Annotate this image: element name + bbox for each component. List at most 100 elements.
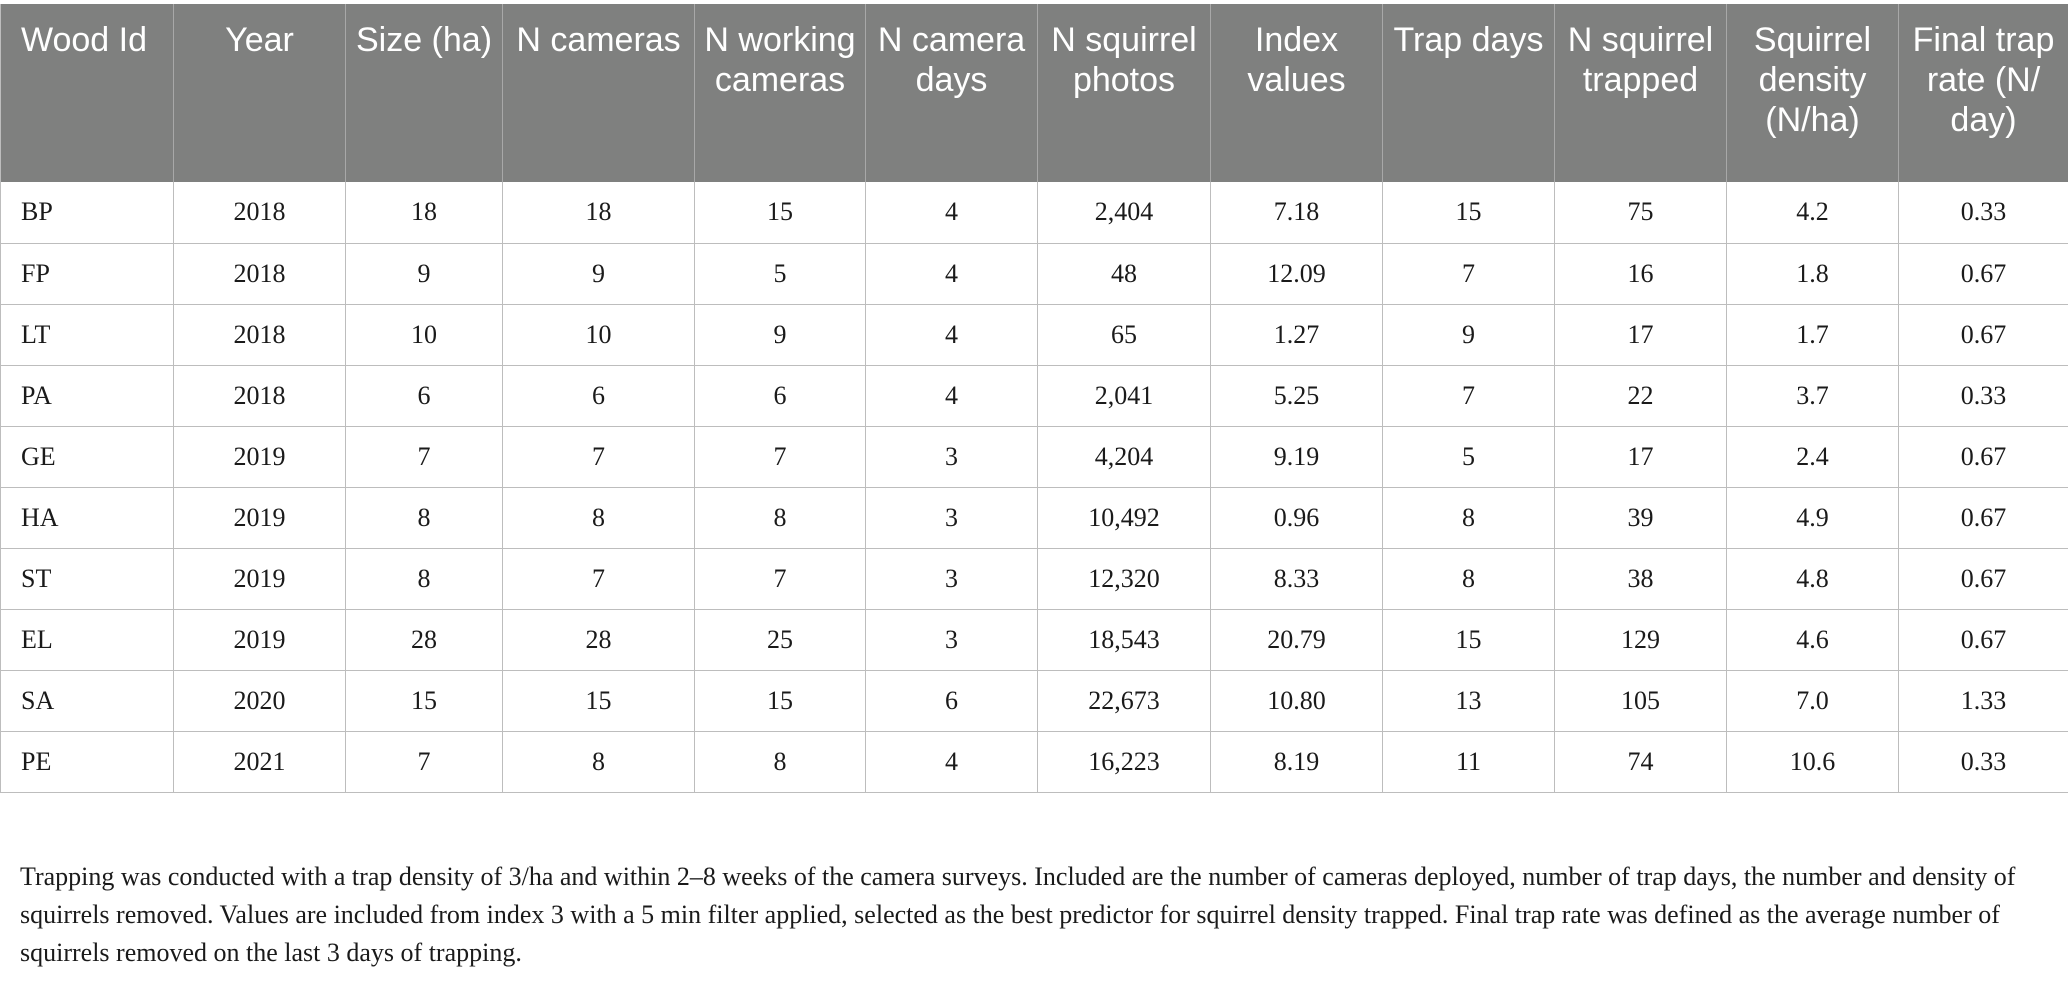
table-cell: 7: [694, 426, 866, 488]
table-cell: PA: [0, 365, 174, 427]
table-cell: 8: [694, 487, 866, 549]
table-cell: 0.33: [1898, 182, 2068, 244]
table-cell: 4.6: [1726, 609, 1899, 671]
column-header: Wood Id: [0, 4, 174, 182]
table-cell: 16: [1554, 243, 1727, 305]
table-footnote: Trapping was conducted with a trap densi…: [20, 862, 2016, 967]
table-cell: 22: [1554, 365, 1727, 427]
table-cell: 38: [1554, 548, 1727, 610]
table-cell: 2019: [173, 548, 346, 610]
table-cell: 7: [345, 426, 503, 488]
table-cell: 2019: [173, 609, 346, 671]
table-cell: ST: [0, 548, 174, 610]
table-cell: 18: [502, 182, 695, 244]
table-cell: 15: [694, 670, 866, 732]
table-cell: 2,041: [1037, 365, 1211, 427]
table-cell: 10,492: [1037, 487, 1211, 549]
table-header-row: Wood Id Year Size (ha) N cameras N working c…: [0, 4, 2068, 182]
table-cell: 6: [694, 365, 866, 427]
table-cell: 17: [1554, 304, 1727, 366]
table-cell: 28: [502, 609, 695, 671]
table-cell: 20.79: [1210, 609, 1383, 671]
table-cell: 4: [865, 304, 1038, 366]
table-cell: 8: [345, 487, 503, 549]
table-cell: 0.96: [1210, 487, 1383, 549]
table-cell: 75: [1554, 182, 1727, 244]
table-cell: 7.18: [1210, 182, 1383, 244]
table-row: PA 2018 6 6 6 4 2,041 5.25 7 22 3.7 0.33: [0, 365, 2068, 427]
table-cell: 17: [1554, 426, 1727, 488]
column-header: Squirrel density (N/ha): [1726, 4, 1899, 182]
table-header: Wood Id Year Size (ha) N cameras N working c…: [0, 4, 2068, 182]
table-cell: 3: [865, 426, 1038, 488]
table-cell: 9.19: [1210, 426, 1383, 488]
table-cell: PE: [0, 731, 174, 793]
table-cell: 2.4: [1726, 426, 1899, 488]
table-cell: 3: [865, 548, 1038, 610]
table-cell: 7: [502, 426, 695, 488]
table-cell: 25: [694, 609, 866, 671]
table-cell: 3: [865, 609, 1038, 671]
table-row: HA 2019 8 8 8 3 10,492 0.96 8 39 4.9 0.67: [0, 487, 2068, 549]
table-cell: 5: [694, 243, 866, 305]
column-header: Size (ha): [345, 4, 503, 182]
table-cell: 2019: [173, 426, 346, 488]
table-cell: 13: [1382, 670, 1555, 732]
table-cell: 1.27: [1210, 304, 1383, 366]
table-cell: 10.80: [1210, 670, 1383, 732]
table-cell: 12.09: [1210, 243, 1383, 305]
table-cell: 11: [1382, 731, 1555, 793]
table-cell: 7: [1382, 365, 1555, 427]
table-cell: 0.33: [1898, 365, 2068, 427]
table-cell: 129: [1554, 609, 1727, 671]
table-cell: 8: [1382, 548, 1555, 610]
table-cell: 7: [1382, 243, 1555, 305]
table-cell: 6: [865, 670, 1038, 732]
table-cell: 8: [502, 731, 695, 793]
table-cell: 8: [502, 487, 695, 549]
table-cell: 7.0: [1726, 670, 1899, 732]
table-cell: LT: [0, 304, 174, 366]
table-cell: 8: [694, 731, 866, 793]
table-row: BP 2018 18 18 15 4 2,404 7.18 15 75 4.2 0.33: [0, 182, 2068, 244]
column-header: N working cameras: [694, 4, 866, 182]
table-cell: 8.19: [1210, 731, 1383, 793]
table-cell: 28: [345, 609, 503, 671]
table-cell: 22,673: [1037, 670, 1211, 732]
table-cell: 8: [345, 548, 503, 610]
table-cell: 15: [1382, 609, 1555, 671]
table-cell: 9: [1382, 304, 1555, 366]
table-cell: 10.6: [1726, 731, 1899, 793]
table-cell: 15: [345, 670, 503, 732]
table-cell: 4: [865, 243, 1038, 305]
table-cell: GE: [0, 426, 174, 488]
table-cell: 1.33: [1898, 670, 2068, 732]
table-cell: 39: [1554, 487, 1727, 549]
column-header: N squirrel photos: [1037, 4, 1211, 182]
table-cell: 2018: [173, 182, 346, 244]
table-cell: 4: [865, 365, 1038, 427]
table-cell: 4.2: [1726, 182, 1899, 244]
table-cell: 2021: [173, 731, 346, 793]
table-cell: 65: [1037, 304, 1211, 366]
table-row: GE 2019 7 7 7 3 4,204 9.19 5 17 2.4 0.67: [0, 426, 2068, 488]
table-cell: FP: [0, 243, 174, 305]
table-cell: 7: [502, 548, 695, 610]
column-header: Final trap rate (N/ day): [1898, 4, 2068, 182]
table-cell: 0.67: [1898, 426, 2068, 488]
column-header: Trap days: [1382, 4, 1555, 182]
table-cell: 2018: [173, 243, 346, 305]
table-cell: 0.67: [1898, 548, 2068, 610]
table-cell: 3: [865, 487, 1038, 549]
table-cell: 0.67: [1898, 487, 2068, 549]
table-cell: 0.67: [1898, 609, 2068, 671]
table-cell: 0.67: [1898, 304, 2068, 366]
table-body: BP 2018 18 18 15 4 2,404 7.18 15 75 4.2 0.33 FP 2018 9…: [0, 182, 2068, 793]
table-cell: 3.7: [1726, 365, 1899, 427]
table-cell: 16,223: [1037, 731, 1211, 793]
table-cell: 10: [502, 304, 695, 366]
column-header: N cameras: [502, 4, 695, 182]
table-cell: 15: [1382, 182, 1555, 244]
table-row: ST 2019 8 7 7 3 12,320 8.33 8 38 4.8 0.67: [0, 548, 2068, 610]
table-cell: 4,204: [1037, 426, 1211, 488]
